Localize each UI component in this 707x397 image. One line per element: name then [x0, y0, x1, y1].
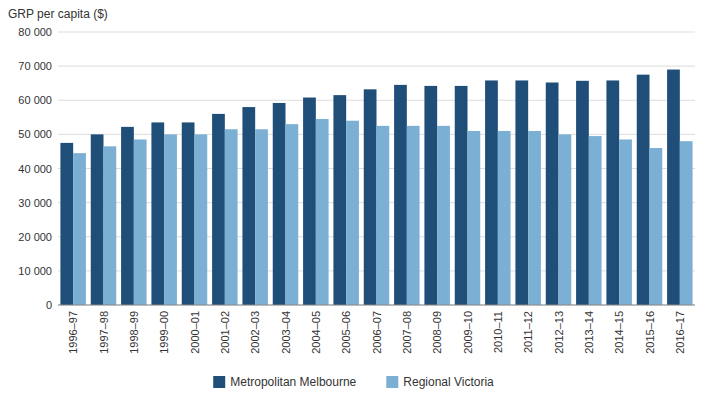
y-tick-label: 30 000 [18, 197, 52, 209]
bar [515, 80, 528, 305]
chart-container: 0 10 000 20 000 30 000 40 000 50 000 60 000 70 … [0, 0, 707, 397]
y-tick-label: 60 000 [18, 94, 52, 106]
bar [73, 153, 86, 305]
y-tick-label: 70 000 [18, 60, 52, 72]
bar [164, 134, 177, 305]
x-tick-label: 2010–11 [492, 311, 504, 353]
x-tick-label: 2004–05 [310, 311, 322, 354]
x-tick-label: 1998–99 [128, 311, 140, 354]
x-tick-label: 2005–06 [340, 311, 352, 354]
bar [576, 81, 589, 305]
grid-line [58, 32, 695, 33]
x-tick-label: 2000–01 [189, 311, 201, 354]
bar [680, 141, 693, 305]
y-tick-label: 0 [46, 299, 52, 311]
bar [424, 86, 437, 305]
bar [437, 126, 450, 305]
bar [559, 134, 572, 305]
bar [364, 89, 377, 305]
bar [60, 143, 73, 305]
bar [377, 126, 390, 305]
bar [346, 121, 359, 305]
bars [60, 70, 692, 305]
bar [273, 103, 286, 305]
grid-line [58, 66, 695, 67]
bar [303, 98, 316, 305]
bar [485, 80, 498, 305]
bar [667, 70, 680, 305]
legend: Metropolitan Melbourne Regional Victoria [213, 375, 494, 389]
x-tick-label: 1997–98 [98, 311, 110, 354]
bar [546, 83, 559, 305]
x-tick-label: 2009–10 [462, 311, 474, 354]
bar [619, 139, 632, 305]
x-tick-label: 1999–00 [158, 311, 170, 354]
x-tick-label: 2015–16 [644, 311, 656, 354]
x-tick-label: 2014–15 [613, 311, 625, 354]
bar [134, 139, 147, 305]
bar [394, 85, 407, 305]
x-tick-label: 2012–13 [553, 311, 565, 354]
bar [650, 148, 663, 305]
legend-label: Regional Victoria [403, 375, 494, 389]
x-tick-label: 2008–09 [431, 311, 443, 354]
legend-swatch [213, 376, 225, 388]
x-tick-label: 2016–17 [674, 311, 686, 354]
y-tick-label: 20 000 [18, 231, 52, 243]
bar [589, 136, 602, 305]
bar [104, 146, 117, 305]
x-tick-label: 2002–03 [249, 311, 261, 354]
bar [151, 122, 164, 305]
bar [91, 134, 104, 305]
x-axis-line [58, 305, 695, 306]
legend-label: Metropolitan Melbourne [230, 375, 356, 389]
bar [333, 95, 346, 305]
x-tick-label: 2013–14 [583, 311, 595, 354]
x-tick-label: 2011–12 [522, 311, 534, 353]
y-tick-label: 50 000 [18, 128, 52, 140]
x-tick-labels: 1996–97 1997–98 1998–99 1999–00 2000–01 2001–… [67, 311, 686, 354]
bar [637, 75, 650, 305]
y-axis-label: GRP per capita ($) [8, 7, 108, 21]
grid-line [58, 305, 695, 306]
legend-item: Regional Victoria [386, 375, 494, 389]
bar [182, 122, 195, 305]
y-tick-label: 80 000 [18, 26, 52, 38]
x-tick-label: 2001–02 [219, 311, 231, 354]
bar [498, 131, 511, 305]
bar [286, 124, 299, 305]
legend-swatch [386, 376, 398, 388]
bar [121, 127, 134, 305]
y-grid [58, 32, 695, 305]
x-tick-label: 1996–97 [67, 311, 79, 354]
bar [255, 129, 268, 305]
legend-item: Metropolitan Melbourne [213, 375, 356, 389]
bar [195, 134, 208, 305]
bar [316, 119, 329, 305]
y-tick-labels: 0 10 000 20 000 30 000 40 000 50 000 60 000 70 … [18, 26, 52, 311]
bar [225, 129, 238, 305]
chart-svg: 0 10 000 20 000 30 000 40 000 50 000 60 000 70 … [0, 0, 707, 397]
y-tick-label: 10 000 [18, 265, 52, 277]
x-tick-label: 2006–07 [371, 311, 383, 354]
bar [468, 131, 481, 305]
bar [212, 114, 225, 305]
bar [606, 80, 619, 305]
x-tick-label: 2007–08 [401, 311, 413, 354]
bar [455, 86, 468, 305]
bar [242, 107, 255, 305]
bar [407, 126, 420, 305]
y-tick-label: 40 000 [18, 163, 52, 175]
bar [528, 131, 541, 305]
x-tick-label: 2003–04 [280, 311, 292, 354]
